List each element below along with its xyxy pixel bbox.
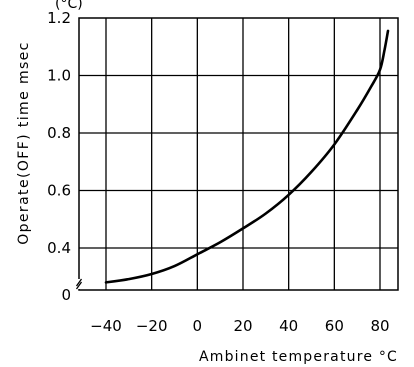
y-tick-labels: 0 0.4 0.6 0.8 1.0 1.2 (47, 9, 71, 304)
x-tick-label-6: 80 (370, 317, 389, 335)
x-tick-label-3: 20 (233, 317, 252, 335)
chart-header-fragment: (°C) (55, 0, 83, 12)
x-tick-label-2: 0 (193, 317, 203, 335)
y-axis-label: Operate(OFF) time msec (16, 41, 32, 245)
x-axis-label: Ambinet temperature °C (199, 349, 398, 365)
grid (79, 18, 398, 290)
y-axis-break-mark (74, 278, 84, 290)
y-tick-label-4: 1.0 (47, 67, 71, 85)
y-tick-label-3: 0.8 (47, 124, 71, 142)
y-tick-label-0: 0 (61, 286, 71, 304)
series-line (104, 29, 390, 284)
plot-frame (78, 17, 399, 291)
x-tick-label-0: −40 (90, 317, 122, 335)
x-tick-labels: −40 −20 0 20 40 60 80 (90, 317, 389, 335)
y-tick-label-5: 1.2 (47, 9, 71, 27)
x-tick-label-4: 40 (279, 317, 298, 335)
x-tick-label-5: 60 (325, 317, 344, 335)
y-tick-label-2: 0.6 (47, 182, 71, 200)
x-tick-label-1: −20 (136, 317, 168, 335)
y-tick-label-1: 0.4 (47, 239, 71, 257)
